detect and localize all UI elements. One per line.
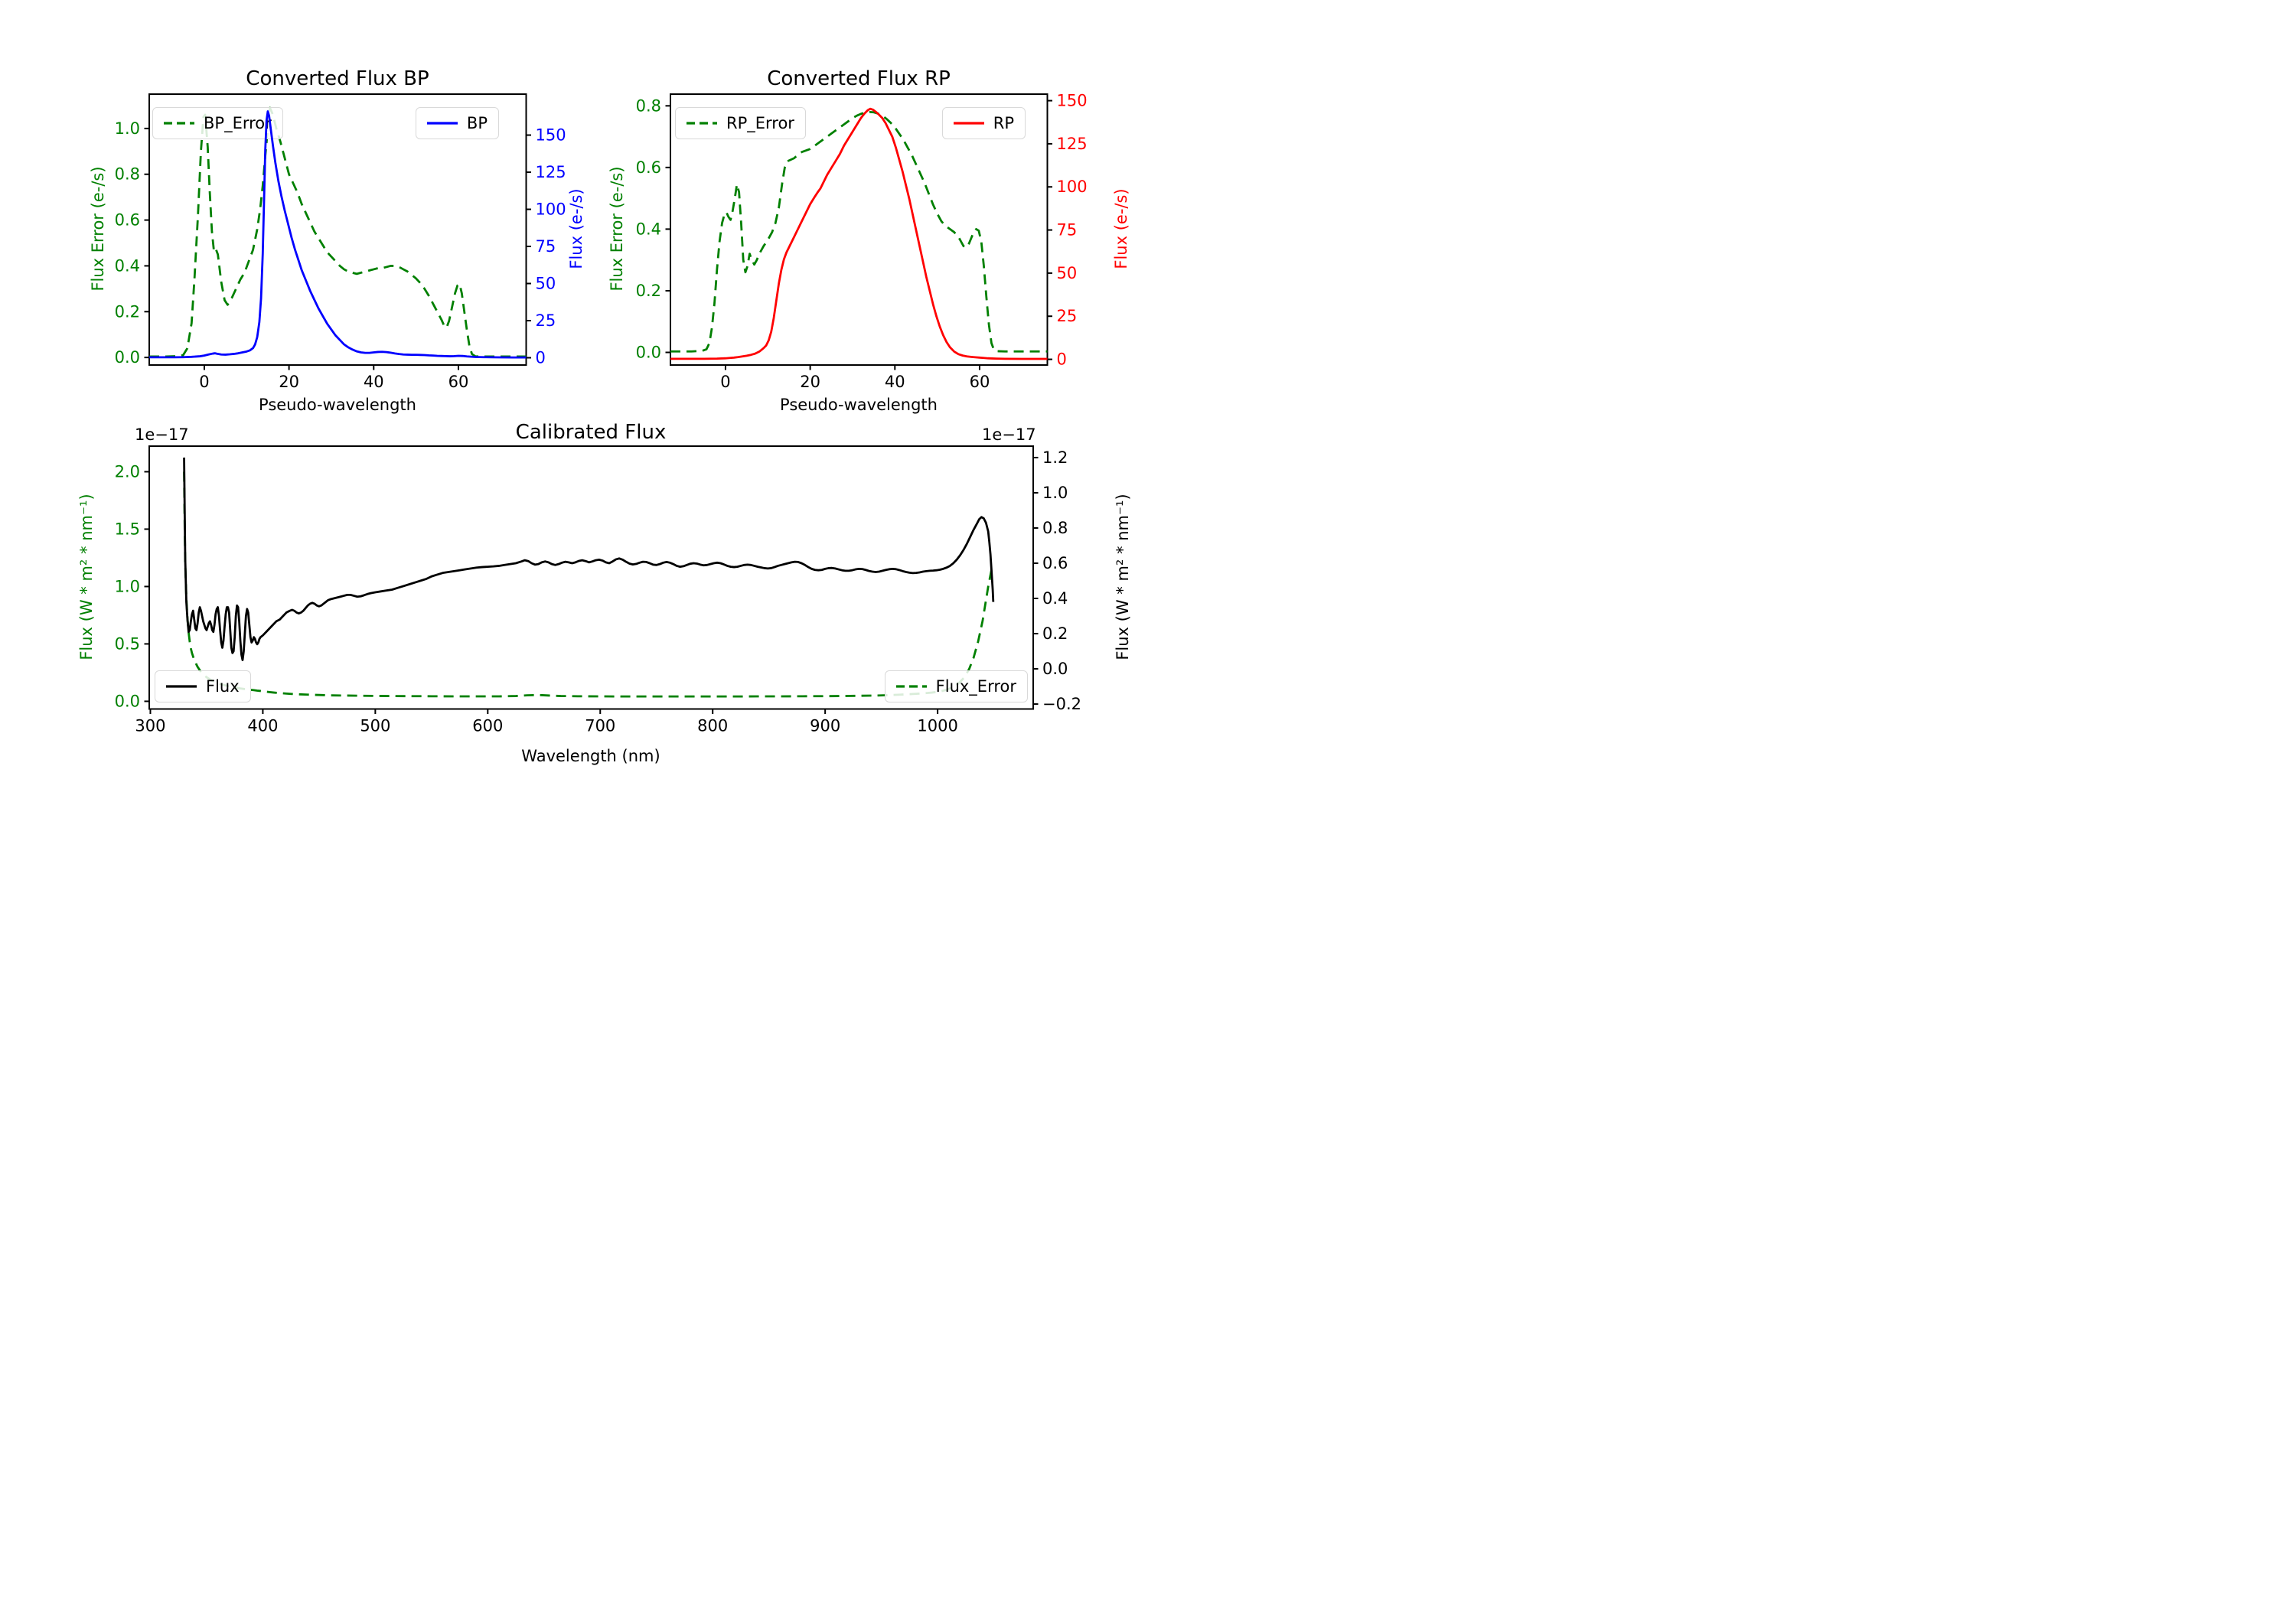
svg-text:125: 125 bbox=[536, 163, 566, 181]
svg-text:25: 25 bbox=[1056, 307, 1077, 325]
legend-bp-line-sample bbox=[426, 120, 458, 126]
svg-text:0.6: 0.6 bbox=[635, 158, 660, 176]
svg-text:20: 20 bbox=[279, 373, 299, 391]
svg-text:0.4: 0.4 bbox=[115, 256, 140, 275]
svg-text:500: 500 bbox=[360, 716, 390, 735]
svg-text:1.0: 1.0 bbox=[115, 119, 140, 137]
legend-rp-error: RP_Error bbox=[675, 107, 806, 139]
svg-text:2.0: 2.0 bbox=[115, 462, 140, 481]
svg-text:300: 300 bbox=[135, 716, 165, 735]
svg-text:1.2: 1.2 bbox=[1042, 448, 1068, 466]
svg-text:75: 75 bbox=[536, 237, 556, 256]
legend-rp-error-line-sample bbox=[687, 120, 717, 126]
svg-text:0.0: 0.0 bbox=[115, 692, 140, 710]
plot-bp-title: Converted Flux BP bbox=[246, 67, 429, 90]
svg-text:700: 700 bbox=[585, 716, 615, 735]
svg-text:0.4: 0.4 bbox=[1042, 589, 1068, 608]
plot-rp-ylabel-right: Flux (e-/s) bbox=[1112, 188, 1130, 269]
svg-text:0: 0 bbox=[720, 373, 730, 391]
svg-text:0.2: 0.2 bbox=[1042, 624, 1068, 643]
svg-text:0.2: 0.2 bbox=[115, 302, 140, 321]
legend-rp-line-sample bbox=[953, 120, 984, 126]
svg-text:25: 25 bbox=[536, 311, 556, 330]
plot-rp-curve-overlay bbox=[670, 107, 1047, 360]
svg-text:0: 0 bbox=[1056, 350, 1066, 368]
svg-text:0.0: 0.0 bbox=[635, 343, 660, 361]
svg-text:0: 0 bbox=[199, 373, 209, 391]
svg-text:600: 600 bbox=[472, 716, 503, 735]
svg-text:800: 800 bbox=[697, 716, 728, 735]
legend-bp: BP bbox=[415, 107, 499, 139]
svg-text:60: 60 bbox=[448, 373, 469, 391]
svg-text:0.0: 0.0 bbox=[1042, 660, 1068, 678]
svg-text:0.0: 0.0 bbox=[115, 348, 140, 367]
svg-text:50: 50 bbox=[536, 274, 556, 292]
svg-text:40: 40 bbox=[884, 373, 905, 391]
legend-bp-error-label: BP_Error bbox=[204, 114, 272, 132]
legend-rp-label: RP bbox=[993, 114, 1014, 132]
plot-calibrated-xlabel: Wavelength (nm) bbox=[521, 747, 660, 765]
plot-calibrated-ylabel-right: Flux (W * m² * nm⁻¹) bbox=[1114, 494, 1132, 660]
svg-text:0.6: 0.6 bbox=[1042, 553, 1068, 572]
svg-text:0.6: 0.6 bbox=[115, 210, 140, 229]
svg-text:20: 20 bbox=[800, 373, 820, 391]
svg-text:150: 150 bbox=[536, 125, 566, 144]
svg-text:400: 400 bbox=[247, 716, 278, 735]
legend-flux-label: Flux bbox=[206, 677, 240, 696]
legend-flux-line-sample bbox=[166, 683, 197, 689]
svg-text:0.5: 0.5 bbox=[115, 634, 140, 653]
plot-calibrated-ylabel-left: Flux (W * m² * nm⁻¹) bbox=[77, 494, 96, 660]
legend-flux-error-line-sample bbox=[895, 683, 927, 689]
plot-rp-axes: 0 20 40 60 0.0 0.2 0.4 0.6 0.8 0 25 50 75 100 125 150 bbox=[635, 91, 1087, 391]
svg-text:125: 125 bbox=[1056, 134, 1087, 152]
legend-rp: RP bbox=[941, 107, 1026, 139]
svg-text:1000: 1000 bbox=[917, 716, 957, 735]
plot-calibrated-axes: 300 400 500 600 700 800 900 1000 0.0 0.5 1.0 1.5 2.0… bbox=[115, 445, 1081, 735]
svg-text:1.5: 1.5 bbox=[115, 520, 140, 538]
legend-bp-error: BP_Error bbox=[152, 107, 283, 139]
plot-bp-xlabel: Pseudo-wavelength bbox=[259, 396, 416, 414]
svg-text:50: 50 bbox=[1056, 263, 1077, 282]
legend-flux: Flux bbox=[155, 670, 251, 702]
svg-text:150: 150 bbox=[1056, 91, 1087, 109]
svg-text:1.0: 1.0 bbox=[115, 577, 140, 595]
svg-text:75: 75 bbox=[1056, 220, 1077, 239]
svg-text:0.2: 0.2 bbox=[635, 281, 660, 299]
svg-text:0.4: 0.4 bbox=[635, 220, 660, 238]
svg-text:900: 900 bbox=[810, 716, 840, 735]
right-axis-offset-exponent: 1e−17 bbox=[982, 425, 1036, 444]
left-axis-offset-exponent: 1e−17 bbox=[135, 425, 189, 444]
plot-bp-axes: 0 20 40 60 0.0 0.2 0.4 0.6 0.8 1.0 0 25 50 75 100 125 15… bbox=[115, 93, 566, 391]
legend-rp-error-label: RP_Error bbox=[726, 114, 794, 132]
svg-text:0.8: 0.8 bbox=[115, 165, 140, 183]
svg-text:1.0: 1.0 bbox=[1042, 483, 1068, 501]
svg-text:0.8: 0.8 bbox=[1042, 518, 1068, 536]
plot-rp-title: Converted Flux RP bbox=[767, 67, 951, 90]
legend-flux-error-label: Flux_Error bbox=[935, 677, 1016, 696]
plot-bp-curve-overlay bbox=[149, 109, 527, 359]
svg-text:60: 60 bbox=[969, 373, 990, 391]
figure-canvas: Converted Flux BP 0 20 40 60 0.0 0.2 0.4 0.6 0.8… bbox=[0, 0, 1148, 804]
svg-text:0.8: 0.8 bbox=[635, 96, 660, 115]
legend-flux-error: Flux_Error bbox=[884, 670, 1028, 702]
svg-text:0: 0 bbox=[536, 348, 546, 367]
svg-text:−0.2: −0.2 bbox=[1042, 695, 1081, 713]
svg-text:100: 100 bbox=[536, 200, 566, 218]
plot-calibrated-curve-overlay bbox=[183, 457, 995, 661]
legend-bp-error-line-sample bbox=[164, 120, 194, 126]
plot-calibrated-title: Calibrated Flux bbox=[515, 421, 667, 444]
svg-text:100: 100 bbox=[1056, 178, 1087, 196]
plot-rp-xlabel: Pseudo-wavelength bbox=[780, 396, 938, 414]
legend-bp-label: BP bbox=[466, 114, 488, 132]
svg-text:40: 40 bbox=[364, 373, 384, 391]
